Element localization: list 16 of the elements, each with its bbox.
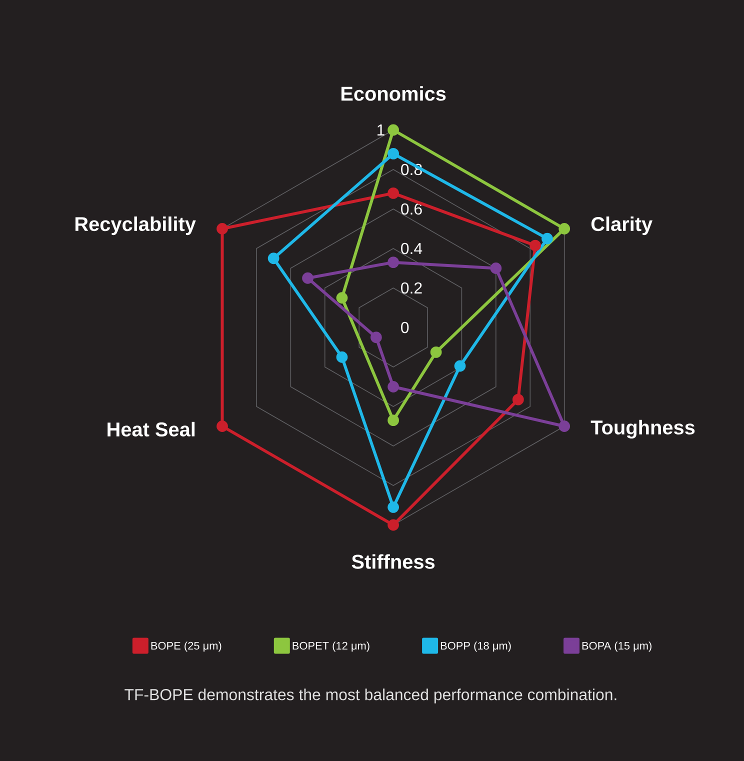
spoke-label: Toughness (590, 420, 695, 439)
spoke-label: Stiffness (352, 554, 435, 569)
text: TF-BOPE demonstrates the most balanced performance combination. (124, 688, 616, 704)
y-tick-label: 0.2 (401, 282, 422, 294)
spoke-label: Heat Seal (108, 422, 195, 437)
legend-label: BOPE (25 μm) (151, 642, 222, 652)
legend-label: BOPET (12 μm) (292, 642, 370, 652)
y-tick-label: 0 (401, 322, 409, 334)
spoke-label: Economics (341, 86, 446, 101)
legend-label: BOPA (15 μm) (582, 642, 652, 652)
spoke-label: Clarity (591, 216, 653, 236)
legend-label: BOPP (18 μm) (440, 642, 511, 652)
spoke-label: Recyclability (75, 216, 196, 236)
y-tick-label: 1 (378, 124, 384, 136)
y-tick-label: 0.4 (401, 242, 422, 254)
y-tick-label: 0.6 (401, 203, 422, 215)
